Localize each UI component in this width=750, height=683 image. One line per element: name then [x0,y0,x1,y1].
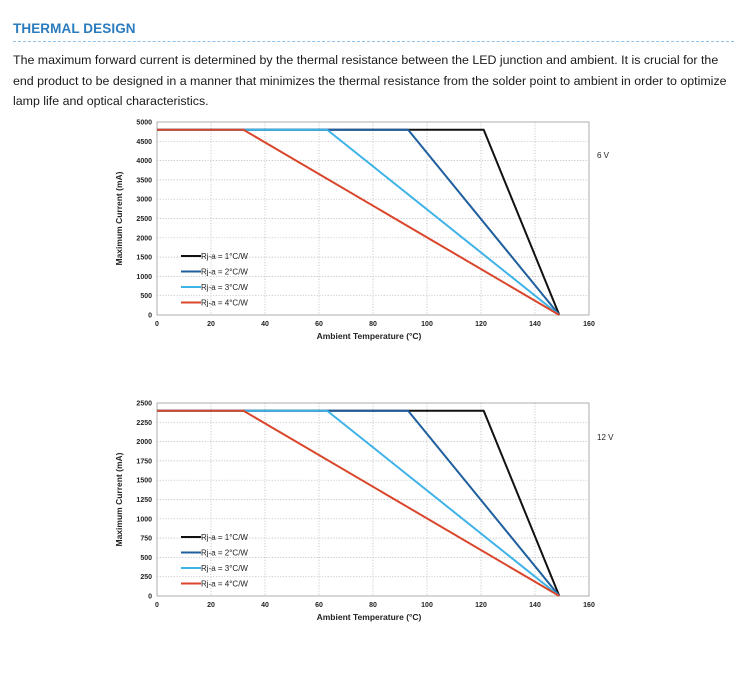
voltage-annotation: 6 V [597,151,610,160]
y-tick-label: 2250 [136,420,152,427]
y-tick-label: 2000 [136,235,152,242]
y-tick-label: 250 [140,574,152,581]
x-tick-label: 40 [261,321,269,328]
x-tick-label: 100 [421,321,433,328]
x-tick-label: 140 [529,321,541,328]
section-title: THERMAL DESIGN [13,21,136,36]
chart-6v: 0 20 40 60 80 100 120 140 160 0 500 1000 1500 2000 250… [114,120,610,342]
y-tick-label: 4000 [136,158,152,165]
y-tick-label: 0 [148,594,152,601]
legend-label: Rj-a = 1°C/W [201,533,248,542]
x-tick-label: 20 [207,321,215,328]
x-axis-title: Ambient Temperature (°C) [317,612,422,622]
y-tick-label: 3500 [136,177,152,184]
legend-label: Rj-a = 4°C/W [201,580,248,589]
x-tick-label: 160 [583,321,595,328]
x-tick-label: 60 [315,321,323,328]
legend-label: Rj-a = 3°C/W [201,564,248,573]
y-tick-label: 750 [140,536,152,543]
legend-label: Rj-a = 2°C/W [201,549,248,558]
y-tick-label: 5000 [136,120,152,127]
title-divider [13,41,734,42]
legend-label: Rj-a = 3°C/W [201,283,248,292]
x-tick-label: 60 [315,602,323,609]
y-tick-label: 500 [140,293,152,300]
series-line-4 [157,409,560,597]
series-line-4 [157,128,560,316]
x-axis-title: Ambient Temperature (°C) [317,331,422,341]
legend-label: Rj-a = 2°C/W [201,268,248,277]
legend-label: Rj-a = 1°C/W [201,252,248,261]
y-tick-label: 1000 [136,274,152,281]
voltage-annotation: 12 V [597,433,614,442]
y-tick-label: 4500 [136,139,152,146]
x-tick-label: 100 [421,602,433,609]
chart-12v: 0 20 40 60 80 100 120 140 160 0 250 500 750 1000 1250 1… [114,401,614,623]
y-tick-label: 2500 [136,401,152,408]
x-tick-label: 40 [261,602,269,609]
y-tick-label: 0 [148,313,152,320]
y-tick-label: 500 [140,555,152,562]
y-tick-label: 1500 [136,255,152,262]
x-tick-label: 0 [155,602,159,609]
x-tick-label: 20 [207,602,215,609]
intro-paragraph: The maximum forward current is determine… [13,53,727,108]
x-tick-label: 80 [369,602,377,609]
y-axis-title: Maximum Current (mA) [114,171,124,265]
y-tick-label: 2500 [136,216,152,223]
y-tick-label: 2000 [136,439,152,446]
x-tick-label: 140 [529,602,541,609]
y-tick-label: 1750 [136,458,152,465]
y-tick-label: 1250 [136,497,152,504]
y-tick-label: 1500 [136,478,152,485]
legend-label: Rj-a = 4°C/W [201,299,248,308]
x-tick-label: 0 [155,321,159,328]
x-tick-label: 80 [369,321,377,328]
x-tick-label: 160 [583,602,595,609]
y-axis-title: Maximum Current (mA) [114,452,124,546]
x-tick-label: 120 [475,321,487,328]
x-tick-label: 120 [475,602,487,609]
y-tick-label: 1000 [136,516,152,523]
y-tick-label: 3000 [136,197,152,204]
